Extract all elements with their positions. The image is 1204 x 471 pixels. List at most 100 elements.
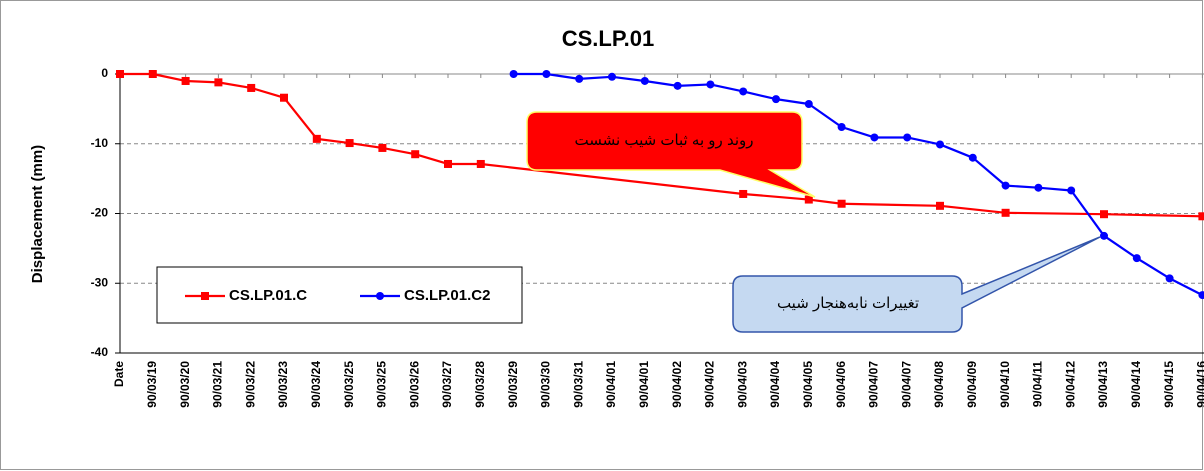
marker — [837, 123, 846, 132]
x-tick-label: 90/03/25 — [342, 361, 356, 408]
y-tick-label: -30 — [91, 275, 109, 289]
x-tick-label: 90/03/25 — [375, 361, 389, 408]
x-tick-label: 90/04/06 — [834, 361, 848, 408]
line-segment — [152, 72, 186, 83]
marker — [608, 72, 616, 81]
x-tick-label: 90/03/19 — [145, 361, 159, 408]
x-tick-label: 90/03/29 — [506, 361, 520, 408]
line-segment — [775, 98, 809, 106]
x-tick-label: 90/04/09 — [965, 361, 979, 408]
marker — [804, 99, 813, 108]
marker — [968, 153, 977, 162]
line-segment — [316, 137, 350, 145]
line-segment — [939, 143, 974, 159]
marker — [1132, 254, 1141, 263]
legend-label: CS.LP.01.C2 — [404, 287, 490, 304]
x-tick-label: 90/04/13 — [1096, 361, 1110, 408]
marker — [804, 195, 813, 204]
x-tick-label: 90/04/15 — [1162, 361, 1176, 408]
x-tick-label: 90/03/20 — [178, 361, 192, 408]
callout — [526, 111, 816, 198]
marker — [214, 78, 223, 87]
x-tick-label: 90/04/07 — [867, 361, 881, 408]
marker — [870, 133, 879, 142]
marker — [673, 81, 682, 90]
x-tick-label: 90/04/03 — [735, 361, 749, 408]
marker — [509, 70, 518, 78]
marker — [345, 139, 354, 148]
legend-label: CS.LP.01.C — [229, 287, 307, 304]
line-segment — [579, 75, 613, 80]
x-tick-label: 90/03/22 — [243, 361, 257, 408]
y-tick-label: -40 — [91, 345, 109, 359]
marker — [575, 74, 584, 83]
line-segment — [841, 125, 875, 139]
x-tick-label: 90/04/11 — [1031, 361, 1045, 407]
marker — [837, 199, 846, 208]
x-tick-label: 90/04/07 — [899, 361, 913, 408]
x-tick-label: 90/03/30 — [539, 361, 553, 408]
marker — [1001, 181, 1010, 190]
x-tick-label: 90/03/24 — [309, 361, 323, 408]
line-segment — [808, 103, 843, 128]
chart-title: CS.LP.01 — [562, 26, 655, 51]
marker — [1198, 291, 1204, 300]
line-segment — [1169, 277, 1203, 297]
marker — [542, 70, 551, 78]
callout-text: تغییرات نابه‌هنجار شیب — [777, 295, 919, 312]
line-segment — [185, 79, 219, 84]
x-tick-label: Date — [112, 361, 126, 387]
line-segment — [414, 153, 449, 166]
marker — [1034, 183, 1043, 192]
line-segment — [218, 81, 252, 90]
marker — [936, 201, 944, 210]
line-segment — [250, 86, 285, 99]
x-tick-label: 90/03/31 — [571, 361, 585, 408]
callout-text: روند رو به ثبات شیب نشست — [575, 132, 754, 149]
line-segment — [1103, 234, 1138, 260]
legend-marker — [201, 292, 209, 300]
line-segment — [644, 79, 678, 87]
marker — [181, 76, 190, 85]
line-segment — [808, 198, 842, 205]
marker — [739, 189, 748, 198]
marker — [936, 140, 944, 149]
marker — [1198, 212, 1204, 221]
x-tick-label: 90/04/01 — [604, 361, 618, 408]
legend-marker — [376, 292, 384, 300]
marker — [1001, 208, 1010, 217]
y-tick-label: -20 — [91, 206, 109, 220]
line-segment — [1038, 186, 1072, 192]
line-segment — [710, 83, 744, 93]
line-segment — [841, 202, 941, 207]
marker — [247, 83, 256, 92]
x-tick-label: 90/04/14 — [1129, 361, 1143, 408]
marker — [411, 150, 420, 159]
x-tick-label: 90/04/05 — [801, 361, 815, 408]
marker — [1100, 231, 1108, 240]
line-segment — [939, 204, 1006, 214]
line-segment — [972, 156, 1007, 187]
x-tick-label: 90/03/28 — [473, 361, 487, 408]
marker — [1067, 186, 1076, 195]
line-segment — [1103, 213, 1203, 218]
line-segment — [677, 83, 711, 87]
marker — [903, 133, 912, 142]
x-tick-label: 90/04/10 — [998, 361, 1012, 408]
marker — [444, 159, 452, 168]
callout — [732, 236, 1101, 333]
x-tick-label: 90/03/26 — [407, 361, 421, 408]
x-tick-label: 90/03/21 — [211, 361, 225, 408]
line-segment — [906, 136, 941, 146]
series — [509, 70, 1204, 300]
x-tick-label: 90/04/12 — [1063, 361, 1077, 408]
marker — [772, 95, 780, 104]
marker — [476, 159, 485, 168]
line-segment — [743, 192, 809, 201]
line-segment — [480, 162, 744, 196]
marker — [312, 134, 321, 143]
line-segment — [1136, 257, 1171, 280]
marker — [706, 80, 715, 89]
line-segment — [382, 146, 416, 156]
